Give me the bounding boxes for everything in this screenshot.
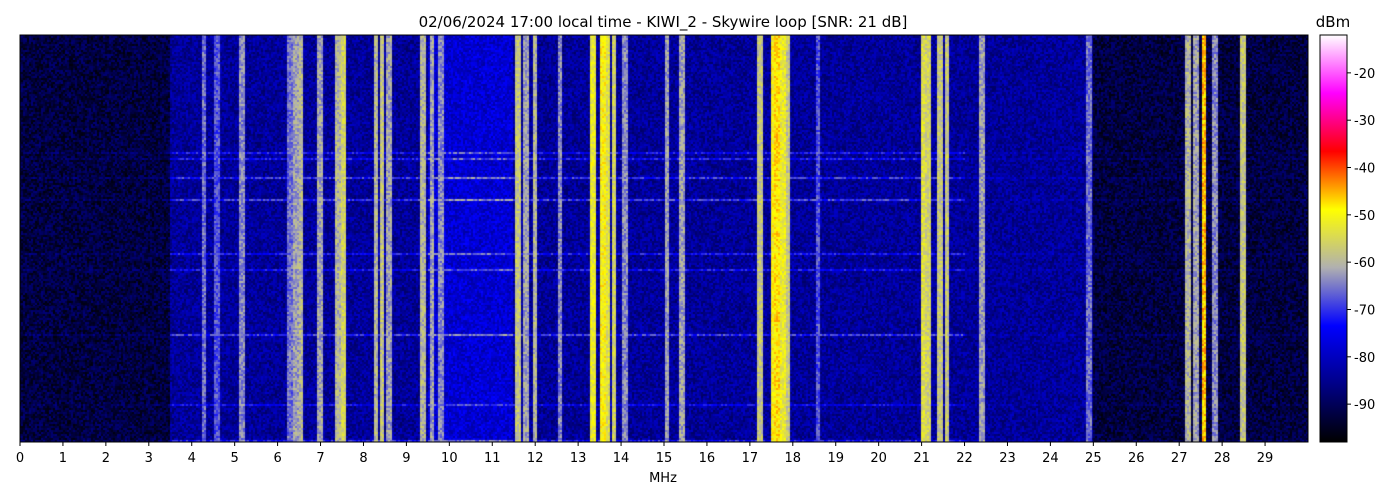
x-axis-ticks: 0 1 2 3 4 5 6 7 8 9 10 11 12 13 14 15 16 17 18 19 20 21 22 23 24… [16, 442, 1273, 466]
x-axis-label: MHz [649, 471, 677, 486]
x-tick-label: 11 [484, 451, 501, 466]
x-tick-label: 20 [870, 451, 887, 466]
x-tick-label: 25 [1085, 451, 1102, 466]
colorbar-tick-label: -80 [1354, 351, 1375, 366]
x-tick-label: 19 [827, 451, 844, 466]
x-tick-label: 6 [273, 451, 281, 466]
x-tick-label: 3 [145, 451, 153, 466]
x-tick-label: 17 [742, 451, 759, 466]
colorbar-tick-label: -60 [1354, 256, 1375, 271]
colorbar-tick-label: -70 [1354, 303, 1375, 318]
chart-title: 02/06/2024 17:00 local time - KIWI_2 - S… [419, 13, 908, 32]
x-tick-label: 10 [441, 451, 458, 466]
x-tick-label: 2 [102, 451, 110, 466]
x-tick-label: 1 [59, 451, 67, 466]
x-tick-label: 4 [188, 451, 196, 466]
x-tick-label: 28 [1214, 451, 1231, 466]
colorbar-tick-label: -90 [1354, 398, 1375, 413]
x-tick-label: 27 [1171, 451, 1188, 466]
x-tick-label: 29 [1257, 451, 1274, 466]
x-tick-label: 7 [316, 451, 324, 466]
colorbar [1319, 34, 1348, 443]
x-tick-label: 21 [913, 451, 930, 466]
x-tick-label: 22 [956, 451, 973, 466]
x-tick-label: 5 [231, 451, 239, 466]
colorbar-tick-label: -30 [1354, 114, 1375, 129]
colorbar-tick-label: -20 [1354, 67, 1375, 82]
x-tick-label: 0 [16, 451, 24, 466]
x-tick-label: 12 [527, 451, 544, 466]
x-tick-label: 9 [402, 451, 410, 466]
x-tick-label: 15 [656, 451, 673, 466]
x-tick-label: 8 [359, 451, 367, 466]
x-tick-label: 26 [1128, 451, 1145, 466]
x-tick-label: 13 [570, 451, 587, 466]
x-tick-label: 24 [1042, 451, 1059, 466]
waterfall-heatmap [20, 35, 1308, 442]
colorbar-ticks: -20 -30 -40 -50 -60 -70 -80 -90 [1347, 67, 1375, 413]
x-tick-label: 16 [699, 451, 716, 466]
colorbar-tick-label: -40 [1354, 162, 1375, 177]
x-tick-label: 18 [785, 451, 802, 466]
colorbar-tick-label: -50 [1354, 209, 1375, 224]
x-tick-label: 14 [613, 451, 630, 466]
colorbar-label: dBm [1316, 13, 1350, 31]
x-tick-label: 23 [999, 451, 1016, 466]
